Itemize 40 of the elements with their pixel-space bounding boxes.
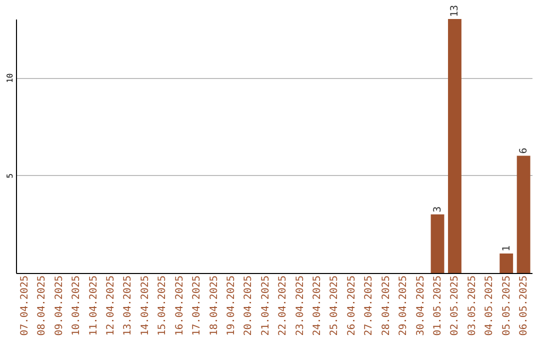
x-tick-label: 06.05.2025 xyxy=(518,276,530,336)
x-tick-label: 15.04.2025 xyxy=(157,276,168,336)
bar xyxy=(516,156,530,273)
x-tick-label: 22.04.2025 xyxy=(278,276,289,336)
x-tick-label: 20.04.2025 xyxy=(243,276,254,336)
data-label: 3 xyxy=(432,206,444,212)
x-tick-label: 12.04.2025 xyxy=(105,276,116,336)
data-label: 6 xyxy=(518,148,530,154)
x-tick-label: 16.04.2025 xyxy=(174,276,186,336)
x-tick-label: 05.05.2025 xyxy=(501,276,512,336)
x-tick-label: 04.05.2025 xyxy=(484,276,496,336)
x-tick-label: 14.04.2025 xyxy=(140,276,151,336)
x-tick-label: 09.04.2025 xyxy=(54,276,65,336)
x-tick-label: 19.04.2025 xyxy=(226,276,237,336)
x-tick-label: 26.04.2025 xyxy=(346,276,358,336)
x-tick-label: 24.04.2025 xyxy=(312,276,324,336)
data-label: 13 xyxy=(450,4,461,17)
x-tick-label: 23.04.2025 xyxy=(294,276,306,336)
x-tick-label: 08.04.2025 xyxy=(36,276,48,336)
x-tick-label: 11.04.2025 xyxy=(88,276,100,336)
bar xyxy=(500,253,514,273)
x-tick-label: 10.04.2025 xyxy=(71,276,82,336)
x-tick-label: 18.04.2025 xyxy=(208,276,220,336)
y-tick-label: 10 xyxy=(6,73,14,83)
x-tick-label: 28.04.2025 xyxy=(380,276,392,336)
x-tick-label: 17.04.2025 xyxy=(192,276,203,336)
x-tick-label: 27.04.2025 xyxy=(364,276,375,336)
y-tick-label: 5 xyxy=(6,173,14,178)
x-tick-label: 03.05.2025 xyxy=(466,276,478,336)
x-tick-label: 25.04.2025 xyxy=(329,276,340,336)
data-label: 1 xyxy=(501,245,512,252)
x-tick-label: 13.04.2025 xyxy=(122,276,134,336)
x-tick-label: 01.05.2025 xyxy=(432,276,444,336)
bar xyxy=(448,19,462,273)
bar xyxy=(430,214,444,273)
x-tick-label: 02.05.2025 xyxy=(450,276,461,336)
x-tick-label: 21.04.2025 xyxy=(260,276,272,336)
x-tick-label: 30.04.2025 xyxy=(415,276,426,336)
x-tick-label: 07.04.2025 xyxy=(19,276,30,336)
x-tick-label: 29.04.2025 xyxy=(398,276,410,336)
